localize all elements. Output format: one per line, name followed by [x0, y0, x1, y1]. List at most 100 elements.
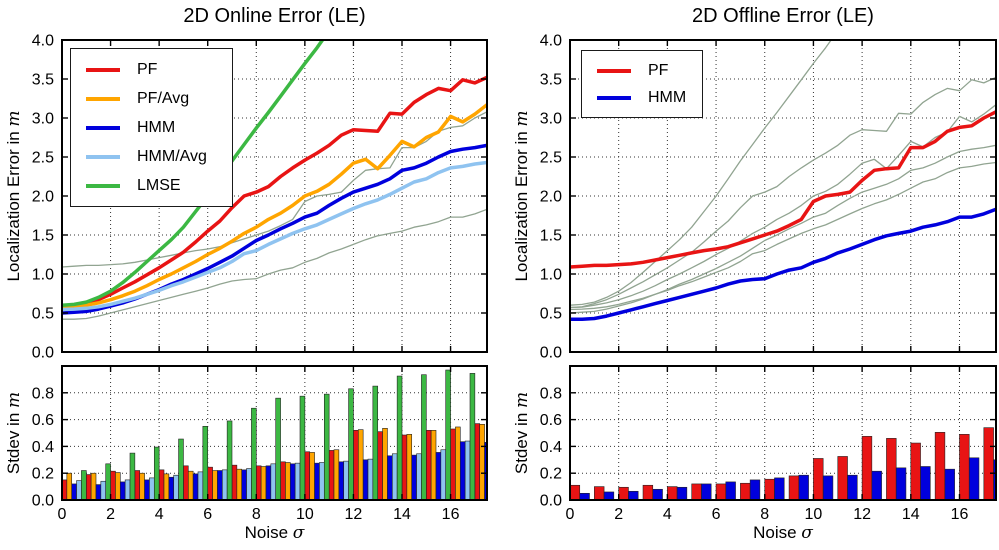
- bar-hmm-10: [314, 462, 320, 500]
- bar-pf-avg-8: [260, 466, 267, 500]
- x-tick-label: 8: [760, 506, 769, 523]
- bar-hmm-avg-12: [367, 458, 374, 500]
- bar-pf-avg-16: [455, 426, 461, 500]
- series-pf-reference: [570, 76, 996, 309]
- bar-hmm-16: [968, 457, 980, 500]
- x-tick-label: 4: [155, 506, 164, 523]
- bar-pf-7: [231, 464, 238, 500]
- y-tick-label: 3.0: [540, 111, 562, 128]
- bar-hmm-1: [95, 484, 102, 500]
- offline-error-y-axis-label: Localization Error in m: [512, 110, 532, 282]
- bar-hmm-14: [411, 454, 417, 500]
- bar-pf-10: [304, 451, 311, 500]
- bar-hmm-avg-1: [100, 480, 107, 500]
- bar-hmm-13: [387, 455, 393, 500]
- bar-pf-avg-12: [357, 429, 364, 500]
- series-hmm-avg-reference: [570, 161, 996, 311]
- bar-hmm-3: [144, 479, 150, 500]
- offline-pf-line-swatch: [597, 68, 631, 73]
- legend-label-offline-hmm: HMM: [648, 88, 687, 106]
- bar-hmm-9: [798, 474, 809, 500]
- y-tick-label: 1.0: [540, 267, 562, 284]
- legend-item-hmm-avg: HMM/Avg: [71, 142, 232, 171]
- series-pf-avg: [62, 102, 487, 310]
- bar-pf-5: [183, 465, 189, 500]
- y-tick-label: 0.2: [540, 466, 562, 483]
- lmse-line-swatch: [86, 183, 120, 188]
- bar-pf-16: [959, 434, 970, 500]
- bar-pf-6: [715, 483, 727, 500]
- legend-item-lmse: LMSE: [71, 171, 232, 200]
- bar-hmm-11: [338, 461, 345, 500]
- bar-pf-11: [328, 450, 335, 500]
- bar-hmm-avg-17: [489, 441, 494, 500]
- offline-error-legend: PF HMM: [581, 50, 703, 118]
- bar-pf-17: [983, 427, 994, 500]
- bar-pf-avg-3: [139, 472, 145, 500]
- y-tick-label: 0.8: [32, 385, 54, 402]
- y-tick-label: 0.5: [32, 306, 54, 323]
- online-error-legend: PF PF/Avg HMM HMM/Avg LMSE: [70, 48, 233, 207]
- y-tick-label: 2.5: [540, 150, 562, 167]
- bar-hmm-avg-13: [391, 453, 398, 500]
- bar-hmm-16: [459, 441, 466, 500]
- bar-hmm-avg-8: [270, 463, 277, 500]
- legend-label-hmm: HMM: [137, 118, 176, 136]
- y-tick-label: 0.5: [540, 306, 562, 323]
- bar-lmse-8: [275, 397, 281, 500]
- bar-lmse-10: [323, 393, 330, 500]
- bar-hmm-avg-3: [149, 477, 155, 500]
- bar-lmse-9: [299, 395, 306, 500]
- bar-hmm-0: [71, 483, 77, 500]
- bar-pf-3: [134, 470, 141, 500]
- bar-hmm-7: [241, 469, 247, 500]
- bar-lmse-4: [178, 438, 184, 500]
- legend-label-pf: PF: [137, 60, 158, 78]
- pf-avg-line-swatch: [86, 96, 120, 101]
- bar-pf-avg-7: [236, 468, 243, 500]
- x-tick-label: 8: [252, 506, 261, 523]
- y-tick-label: 0.2: [32, 466, 54, 483]
- bar-hmm-5: [192, 473, 199, 500]
- bar-pf-2: [618, 486, 629, 500]
- bar-pf-7: [740, 482, 751, 500]
- bar-pf-9: [788, 475, 800, 500]
- bar-pf-12: [861, 436, 873, 500]
- hmm-avg-line-swatch: [86, 154, 120, 159]
- y-tick-label: 0.6: [32, 412, 54, 429]
- bar-lmse-11: [348, 388, 354, 500]
- bar-pf-11: [837, 456, 848, 500]
- bar-hmm-14: [920, 466, 931, 500]
- bar-pf-9: [280, 461, 286, 500]
- axes-frame: [61, 365, 488, 501]
- hmm-line-swatch: [86, 125, 120, 130]
- bar-hmm-11: [847, 474, 858, 500]
- bar-pf-1: [85, 474, 92, 500]
- bar-pf-16: [450, 428, 456, 500]
- x-tick-label: 0: [58, 506, 67, 523]
- y-tick-label: 0.0: [32, 345, 54, 362]
- bar-pf-12: [353, 430, 359, 500]
- series-pf: [570, 110, 996, 269]
- bar-lmse-16: [469, 373, 476, 500]
- series-pf-avg-reference: [570, 104, 996, 309]
- bar-hmm-2: [628, 490, 639, 500]
- x-tick-label: 12: [345, 506, 363, 523]
- bar-pf-2: [110, 470, 116, 500]
- bar-hmm-2: [119, 481, 126, 500]
- bar-hmm-6: [217, 470, 223, 500]
- bar-pf-avg-17: [479, 423, 485, 500]
- y-tick-label: 1.5: [32, 228, 54, 245]
- legend-item-pf-avg: PF/Avg: [71, 84, 232, 113]
- bar-hmm-12: [871, 470, 882, 500]
- bar-pf-avg-6: [212, 470, 218, 500]
- bar-hmm-15: [944, 468, 955, 500]
- bar-hmm-4: [168, 476, 175, 500]
- legend-item-offline-hmm: HMM: [582, 84, 702, 111]
- online-stdev-y-axis-label: Stdev in m: [4, 391, 24, 475]
- bar-pf-5: [691, 483, 702, 500]
- bar-lmse-3: [153, 446, 160, 500]
- bar-hmm-3: [652, 488, 663, 500]
- bar-hmm-17: [484, 442, 487, 500]
